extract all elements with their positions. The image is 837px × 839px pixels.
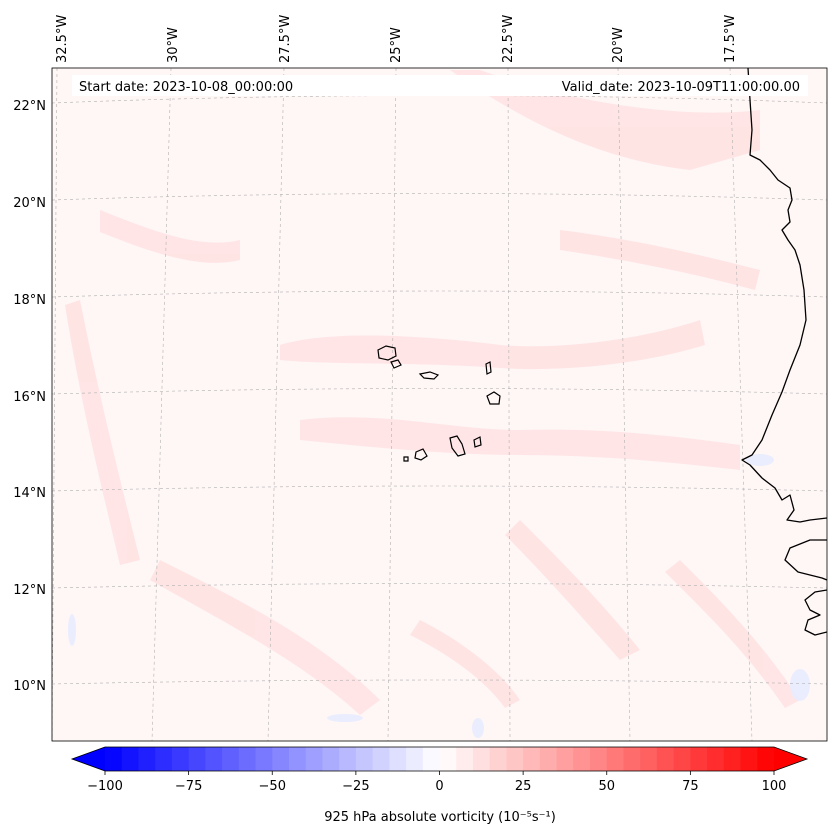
lon-label: 22.5°W	[501, 15, 516, 63]
lon-label: 27.5°W	[278, 15, 293, 63]
colorbar-tick-label: −75	[175, 779, 202, 794]
brava-island	[403, 456, 409, 462]
colorbar-segment	[105, 747, 123, 771]
gridlines	[52, 68, 827, 741]
vorticity-field	[65, 70, 800, 715]
colorbar-segment	[523, 747, 541, 771]
lat-label: 12°N	[13, 583, 46, 598]
colorbar-tick-label: −100	[87, 779, 123, 794]
lat-label: 16°N	[13, 390, 46, 405]
colorbar-segment	[539, 747, 558, 771]
colorbar-tick-label: −25	[342, 779, 369, 794]
colorbar-low-extension	[72, 747, 105, 771]
coastline-south	[784, 539, 827, 581]
map-background	[52, 68, 827, 741]
maio-island	[473, 436, 482, 448]
lat-label: 18°N	[13, 293, 46, 308]
coastline	[741, 68, 827, 523]
colorbar-segment	[255, 747, 273, 771]
colorbar-segment	[322, 747, 340, 771]
colorbar-segment	[305, 747, 324, 771]
colorbar-segment	[222, 747, 240, 771]
colorbar-label: 925 hPa absolute vorticity (10⁻⁵s⁻¹)	[324, 810, 556, 825]
colorbar-tick-label: 50	[598, 779, 615, 794]
colorbar-segment	[406, 747, 424, 771]
colorbar-segment	[506, 747, 524, 771]
colorbar-segment	[723, 747, 742, 771]
colorbar-segment	[707, 747, 725, 771]
cabo-verde-islands	[377, 345, 501, 462]
lat-label: 10°N	[13, 679, 46, 694]
colorbar-segment	[640, 747, 658, 771]
colorbar-segment	[623, 747, 641, 771]
santo-antao-island	[377, 345, 397, 361]
colorbar-segment	[238, 747, 257, 771]
colorbar-segment	[573, 747, 591, 771]
colorbar-segment	[656, 747, 675, 771]
colorbar-segment	[757, 747, 775, 771]
lat-label: 14°N	[13, 486, 46, 501]
lat-label: 20°N	[13, 196, 46, 211]
colorbar-tick-label: −50	[259, 779, 286, 794]
lat-label: 22°N	[13, 99, 46, 114]
date-label-box	[72, 75, 808, 96]
start-date-label: Start date: 2023-10-08_00:00:00	[79, 80, 293, 95]
colorbar-segment	[740, 747, 758, 771]
colorbar-segment	[606, 747, 625, 771]
colorbar-segment	[590, 747, 608, 771]
lon-labels: 32.5°W 30°W 27.5°W 25°W 22.5°W 20°W 17.5…	[55, 15, 738, 63]
map-frame	[51, 67, 828, 742]
santiago-island	[449, 435, 466, 457]
fogo-island	[414, 448, 428, 461]
valid-date-label: Valid_date: 2023-10-09T11:00:00.00	[562, 80, 800, 95]
sao-vicente-island	[390, 359, 402, 369]
colorbar-segment	[272, 747, 290, 771]
colorbar-segment	[155, 747, 173, 771]
colorbar-segment	[389, 747, 407, 771]
colorbar-segment	[456, 747, 474, 771]
colorbar-segment	[673, 747, 691, 771]
colorbar-segment	[171, 747, 190, 771]
sao-nicolau-island	[418, 371, 440, 380]
lon-label: 17.5°W	[723, 15, 738, 63]
colorbar: −100 −75 −50 −25 0 25 50 75 100 925 hPa absolute…	[70, 746, 809, 825]
colorbar-segment	[188, 747, 206, 771]
colorbar-segment	[205, 747, 223, 771]
colorbar-segment	[288, 747, 307, 771]
sal-island	[485, 361, 492, 375]
colorbar-segment	[339, 747, 357, 771]
colorbar-segment	[422, 747, 441, 771]
map-panel: Start date: 2023-10-08_00:00:00 Valid_da…	[52, 68, 827, 741]
colorbar-segment	[121, 747, 140, 771]
colorbar-segment	[355, 747, 374, 771]
lon-label: 25°W	[389, 27, 404, 63]
colorbar-segments	[105, 747, 775, 771]
boa-vista-island	[486, 391, 501, 405]
colorbar-segment	[138, 747, 156, 771]
lon-label: 30°W	[166, 27, 181, 63]
lon-label: 32.5°W	[55, 15, 70, 63]
lat-labels: 22°N 20°N 18°N 16°N 14°N 12°N 10°N	[13, 99, 46, 694]
colorbar-segment	[439, 747, 457, 771]
colorbar-tick-label: 75	[682, 779, 699, 794]
colorbar-ticks: −100 −75 −50 −25 0 25 50 75 100	[87, 771, 786, 794]
colorbar-tick-label: 100	[762, 779, 787, 794]
colorbar-segment	[690, 747, 708, 771]
colorbar-tick-label: 0	[435, 779, 443, 794]
colorbar-segment	[489, 747, 508, 771]
negative-vorticity	[68, 454, 810, 738]
colorbar-segment	[472, 747, 491, 771]
colorbar-tick-label: 25	[515, 779, 532, 794]
lon-label: 20°W	[611, 27, 626, 63]
colorbar-segment	[556, 747, 574, 771]
colorbar-segment	[372, 747, 390, 771]
coastline-guinea	[804, 589, 827, 636]
colorbar-high-extension	[774, 747, 807, 771]
